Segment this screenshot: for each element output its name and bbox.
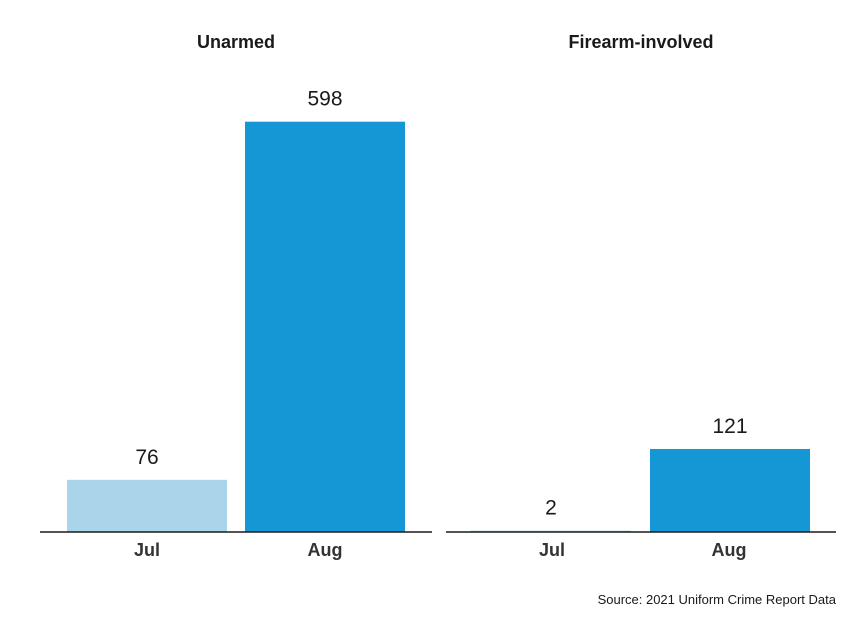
tick-label-aug: Aug: [712, 540, 747, 560]
bar-aug: [245, 121, 405, 533]
tick-label-aug: Aug: [308, 540, 343, 560]
value-label-aug: 121: [712, 415, 747, 438]
source-note: Source: 2021 Uniform Crime Report Data: [598, 592, 837, 607]
tick-label-jul: Jul: [134, 540, 160, 560]
panel-title: Firearm-involved: [568, 32, 713, 52]
panel-unarmed: Unarmed 76 Jul 598 Aug: [40, 32, 432, 560]
panel-title: Unarmed: [197, 32, 275, 52]
value-label-jul: 2: [545, 497, 557, 520]
value-label-aug: 598: [307, 88, 342, 111]
tick-label-jul: Jul: [539, 540, 565, 560]
value-label-jul: 76: [135, 446, 158, 469]
bar-aug: [650, 448, 810, 532]
panel-firearm-involved: Firearm-involved 2 Jul 121 Aug: [446, 32, 836, 560]
bar-jul: [67, 479, 227, 532]
